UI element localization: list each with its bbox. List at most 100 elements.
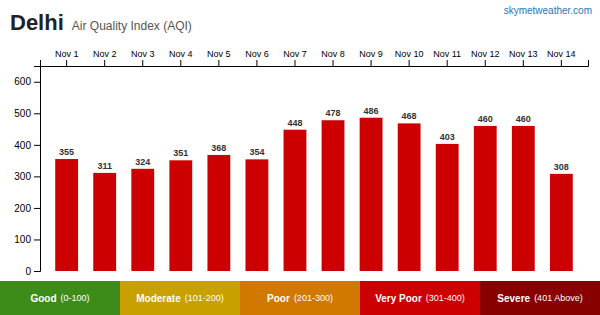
legend-text: Good(0-100)	[30, 293, 89, 304]
x-tick: Nov 13	[509, 49, 538, 66]
subtitle: Air Quality Index (AQI)	[72, 19, 192, 33]
legend-label: Good	[30, 293, 56, 304]
x-tick-mark	[180, 60, 181, 66]
bar	[246, 159, 269, 271]
bars	[55, 118, 573, 271]
x-tick: Nov 12	[471, 49, 500, 66]
x-tick-label: Nov 11	[433, 49, 461, 59]
x-tick: Nov 7	[283, 49, 307, 66]
legend-text: Severe(401 Above)	[497, 293, 582, 304]
data-label: 448	[287, 118, 302, 128]
y-tick: 0	[25, 266, 40, 277]
legend-item: Poor(201-300)	[240, 281, 360, 315]
y-tick-mark	[34, 239, 40, 240]
y-tick-label: 100	[14, 234, 31, 245]
x-tick: Nov 8	[321, 49, 345, 66]
legend-band	[120, 281, 240, 315]
data-label: 308	[554, 162, 569, 172]
x-tick-mark	[104, 60, 105, 66]
bar	[55, 159, 78, 271]
bar	[131, 169, 154, 271]
y-tick-mark	[34, 176, 40, 177]
legend-band	[360, 281, 480, 315]
legend: Good(0-100) Moderate (101-200) Poor(201-300…	[0, 281, 600, 315]
y-tick-label: 300	[14, 171, 31, 182]
bar	[398, 123, 421, 271]
x-tick-label: Nov 9	[359, 49, 383, 59]
legend-item: Very Poor(301-400)	[360, 281, 480, 315]
title: Delhi	[10, 10, 64, 35]
data-label: 351	[173, 148, 188, 158]
legend-label: Very Poor	[375, 293, 422, 304]
x-tick-mark	[447, 60, 448, 66]
y-tick: 500	[14, 108, 40, 119]
y-tick-mark	[34, 208, 40, 209]
x-tick-mark	[66, 60, 67, 66]
x-tick-mark	[256, 60, 257, 66]
y-tick-mark	[34, 145, 40, 146]
x-tick: Nov 6	[245, 49, 269, 66]
bar	[360, 118, 383, 271]
x-tick-label: Nov 14	[547, 49, 576, 59]
legend-sub: (101-200)	[185, 293, 224, 303]
data-label: 486	[364, 106, 379, 116]
legend-text: Very Poor(301-400)	[375, 293, 465, 304]
bar	[322, 120, 345, 271]
x-tick-mark	[409, 60, 410, 66]
y-tick-label: 400	[14, 140, 31, 151]
x-tick-label: Nov 6	[245, 49, 269, 59]
bar	[207, 155, 230, 271]
x-tick-label: Nov 2	[93, 49, 117, 59]
x-tick: Nov 2	[93, 49, 117, 66]
x-tick: Nov 14	[547, 49, 576, 66]
legend-item: Good(0-100)	[0, 281, 120, 315]
y-tick-label: 0	[25, 266, 31, 277]
x-tick-mark	[523, 60, 524, 66]
bar	[169, 160, 192, 271]
x-tick: Nov 5	[207, 49, 231, 66]
x-tick-label: Nov 7	[283, 49, 307, 59]
x-tick-mark	[294, 60, 295, 66]
bar	[474, 126, 497, 271]
data-label: 311	[97, 161, 112, 171]
x-tick-label: Nov 5	[207, 49, 231, 59]
x-tick: Nov 4	[169, 49, 193, 66]
x-tick-mark	[142, 60, 143, 66]
y-axis: 0 100 200 300 400 500 600	[14, 67, 40, 277]
data-label: 355	[59, 147, 74, 157]
x-tick-mark	[561, 60, 562, 66]
y-tick: 600	[14, 76, 40, 87]
x-tick-label: Nov 10	[395, 49, 424, 59]
y-tick-mark	[34, 82, 40, 83]
legend-label: Severe	[497, 293, 530, 304]
data-label: 478	[326, 108, 341, 118]
x-tick-label: Nov 1	[55, 49, 79, 59]
y-tick: 400	[14, 140, 40, 151]
data-label: 403	[440, 132, 455, 142]
legend-label: Poor	[267, 293, 290, 304]
legend-label: Moderate	[136, 293, 181, 304]
x-tick: Nov 3	[131, 49, 155, 66]
legend-item: Moderate (101-200)	[120, 281, 240, 315]
data-label: 324	[135, 157, 150, 167]
x-axis: Nov 1 Nov 2 Nov 3 Nov 4 Nov 5 Nov 6 Nov 7 Nov 8…	[41, 49, 589, 67]
x-tick-mark	[333, 60, 334, 66]
bar	[93, 173, 116, 271]
bar	[284, 130, 307, 271]
x-tick-mark	[485, 60, 486, 66]
data-label: 354	[249, 147, 264, 157]
y-tick: 200	[14, 203, 40, 214]
y-tick: 300	[14, 171, 40, 182]
y-tick-mark	[34, 113, 40, 114]
source: skymetweather.com	[504, 5, 592, 16]
legend-band	[240, 281, 360, 315]
legend-text: Moderate (101-200)	[136, 293, 223, 304]
data-label: 368	[211, 143, 226, 153]
y-tick: 100	[14, 234, 40, 245]
plot: 0100200300400500600Nov 1Nov 2Nov 3Nov 4N…	[14, 49, 588, 277]
x-axis-line	[41, 60, 589, 67]
legend-band	[0, 281, 120, 315]
y-axis-line	[34, 67, 41, 272]
y-tick-mark	[34, 271, 40, 272]
legend-item: Severe(401 Above)	[480, 281, 600, 315]
